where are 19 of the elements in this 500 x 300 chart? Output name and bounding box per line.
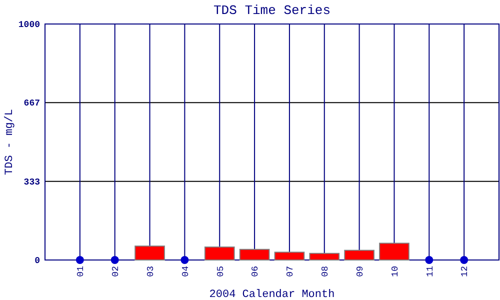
y-tick-label: 1000 [18,20,40,30]
x-tick-label: 09 [355,266,366,277]
x-tick-label: 01 [76,266,86,277]
x-tick-label: 12 [460,266,470,277]
x-tick-label: 07 [286,266,296,277]
x-tick-label: 08 [320,266,331,277]
x-tick-label: 05 [216,266,226,277]
y-tick-label: 0 [34,256,40,266]
x-tick-label: 03 [146,266,156,277]
x-axis-title: 2004 Calendar Month [209,289,335,300]
x-tick-label: 02 [110,266,121,277]
y-tick-label: 333 [24,178,40,188]
x-tick-label: 06 [250,266,261,277]
y-tick-label: 667 [24,98,40,109]
y-axis-title: TDS - mg/L [4,108,16,176]
x-tick-label: 10 [390,266,400,277]
x-tick-label: 04 [180,266,191,277]
x-tick-label: 11 [425,266,436,277]
chart-title: TDS Time Series [213,3,331,18]
